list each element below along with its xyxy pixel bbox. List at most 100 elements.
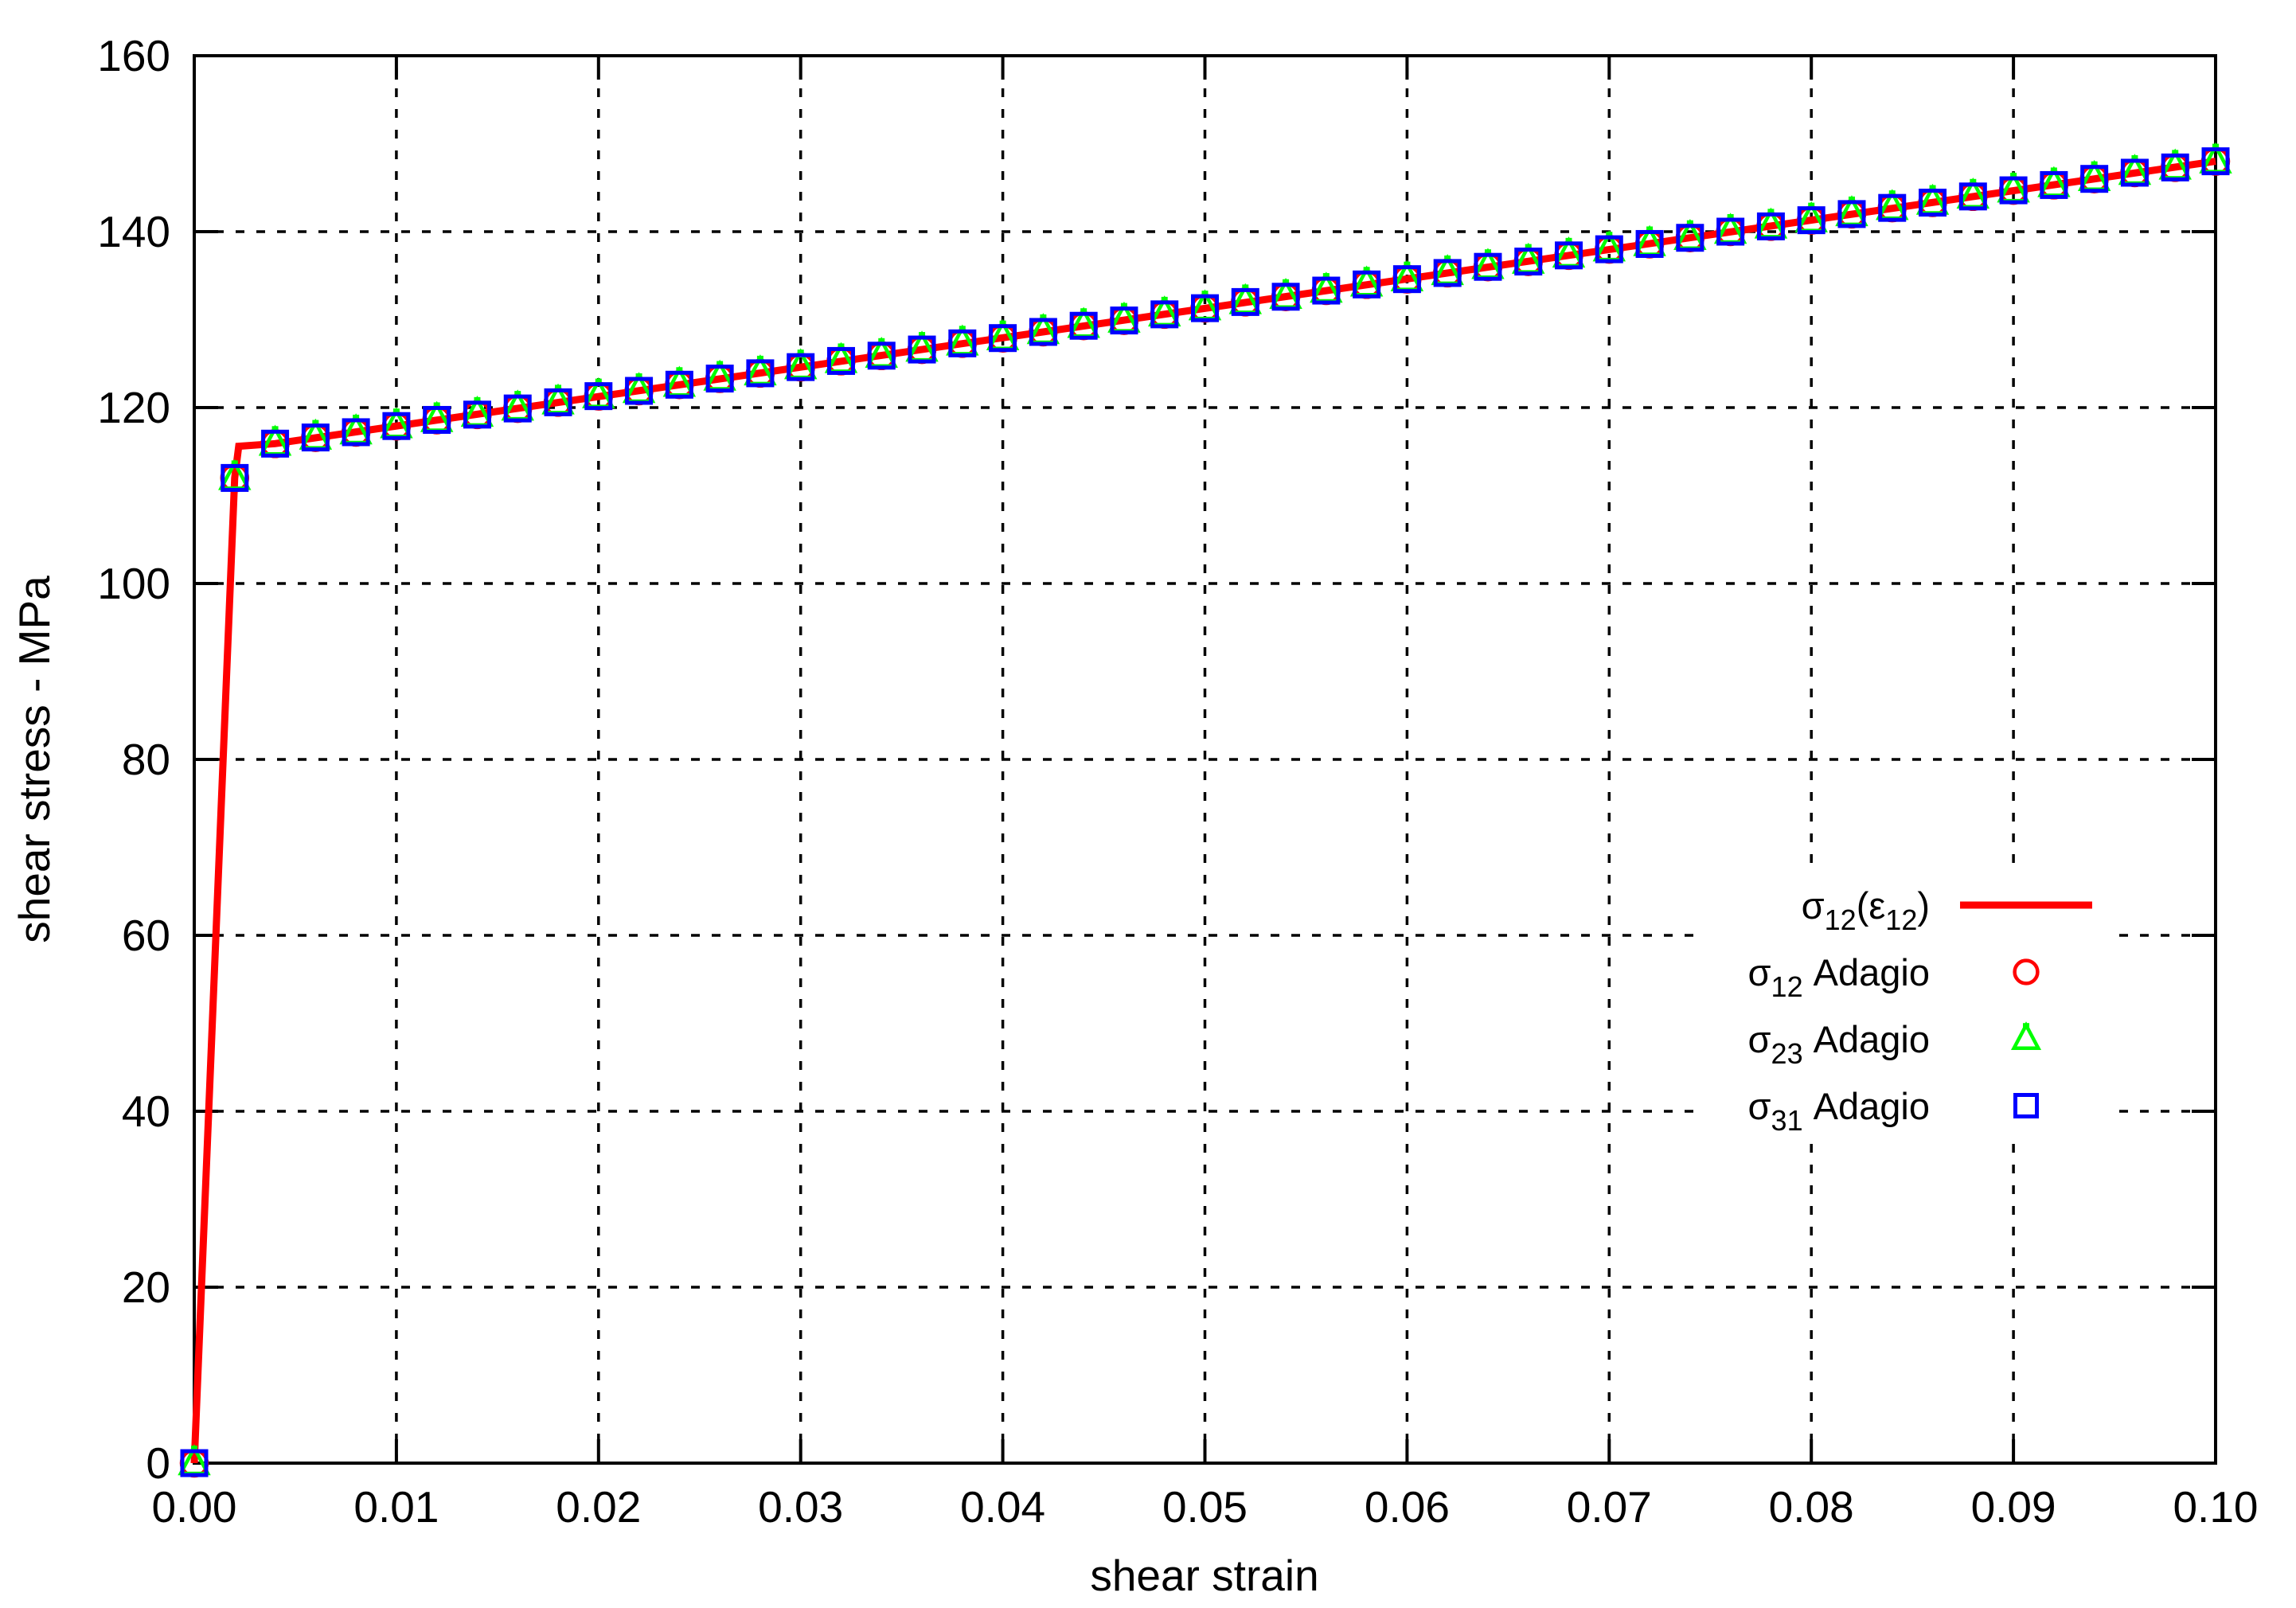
square-marker	[1312, 276, 1341, 305]
triangle-marker-apex	[1646, 226, 1654, 233]
triangle-marker-apex	[2172, 150, 2179, 157]
square-marker	[1474, 252, 1502, 281]
legend-label: σ31 Adagio	[1748, 1085, 1930, 1137]
y-tick-label: 120	[97, 383, 170, 432]
triangle-marker-apex	[959, 326, 966, 333]
square-marker	[665, 370, 693, 399]
square-marker	[1878, 193, 1907, 222]
triangle-marker-apex	[1322, 273, 1330, 280]
triangle-marker-apex	[1161, 296, 1168, 303]
triangle-marker-apex	[312, 420, 319, 427]
square-marker	[1514, 248, 1543, 276]
square-marker	[584, 382, 613, 411]
square-marker	[1191, 294, 1219, 322]
triangle-marker-apex	[1848, 196, 1855, 203]
series-sigma12-curve	[190, 158, 2216, 1464]
square-marker	[1029, 318, 1057, 346]
triangle-marker-apex	[595, 378, 602, 385]
square-marker	[342, 418, 370, 447]
square-marker	[221, 463, 249, 492]
square-marker	[1919, 189, 1947, 217]
x-axis-title: shear strain	[1090, 1551, 1318, 1600]
y-tick-label: 80	[122, 735, 170, 784]
square-marker	[1837, 200, 1866, 228]
y-tick-label: 60	[122, 911, 170, 960]
legend-row-sigma31-adagio: σ31 Adagio	[1748, 1085, 2039, 1137]
triangle-marker-apex	[514, 391, 521, 398]
square-marker	[261, 429, 290, 458]
y-tick-label: 140	[97, 207, 170, 256]
legend-row-sigma23-adagio: σ23 Adagio	[1748, 1018, 2042, 1070]
series	[178, 142, 2232, 1478]
triangle-marker-apex	[1444, 255, 1451, 262]
square-marker	[1555, 241, 1583, 270]
square-marker	[1756, 212, 1785, 240]
legend-background	[1705, 864, 2108, 1140]
triangle-marker-apex	[2131, 154, 2138, 162]
square-marker	[705, 365, 734, 393]
square-marker	[1392, 265, 1421, 294]
square-marker	[826, 346, 855, 375]
x-tick-label: 0.09	[1971, 1482, 2056, 1532]
triangle-marker-apex	[1888, 190, 1896, 197]
triangle-marker-apex	[1606, 232, 1613, 239]
curve-line	[190, 158, 2216, 1464]
legend-label: σ12(ε12)	[1802, 884, 1930, 936]
y-tick-label: 0	[146, 1438, 170, 1488]
triangle-marker-apex	[1525, 244, 1532, 251]
square-marker	[1635, 229, 1664, 258]
square-marker	[1150, 300, 1179, 329]
square-marker	[787, 353, 815, 381]
triangle-marker-apex	[1080, 308, 1087, 315]
square-marker	[2080, 165, 2109, 193]
legend-label: σ12 Adagio	[1748, 951, 1930, 1003]
square-marker	[180, 1449, 209, 1477]
x-tick-label: 0.06	[1365, 1482, 1450, 1532]
square-marker	[1797, 206, 1825, 235]
triangle-marker-apex	[1363, 267, 1370, 274]
triangle-marker-apex	[474, 396, 481, 404]
triangle-marker	[2010, 1021, 2042, 1050]
triangle-marker-apex	[2091, 161, 2098, 168]
triangle-marker-apex	[1120, 302, 1127, 310]
square-marker	[423, 405, 451, 434]
y-tick-label: 40	[122, 1087, 170, 1136]
square-marker	[2161, 153, 2189, 181]
square-marker	[1595, 235, 1623, 263]
x-tick-label: 0.00	[151, 1482, 236, 1532]
triangle-marker-apex	[676, 367, 683, 374]
triangle-marker-apex	[797, 349, 804, 357]
square-marker	[1676, 224, 1704, 252]
legend-label: σ23 Adagio	[1748, 1018, 1930, 1070]
triangle-marker-apex	[1727, 214, 1734, 221]
square-marker	[746, 359, 775, 388]
square-marker	[1110, 306, 1138, 335]
legend: σ12(ε12) σ12 Adagio σ23 Adagio σ31 Adagio	[1705, 864, 2108, 1140]
triangle-marker-apex	[271, 426, 279, 433]
x-tick-label: 0.07	[1567, 1482, 1652, 1532]
triangle-marker-apex	[756, 355, 763, 362]
square-marker	[625, 377, 654, 405]
square-marker	[2013, 1093, 2039, 1118]
square-marker	[867, 342, 896, 370]
triangle-marker-apex	[1283, 279, 1290, 286]
x-tick-label: 0.08	[1769, 1482, 1854, 1532]
triangle-marker-apex	[1808, 202, 1815, 209]
triangle-marker-apex	[1565, 237, 1572, 244]
triangle-marker-apex	[1404, 261, 1411, 268]
square-marker	[301, 423, 330, 452]
triangle-marker-apex	[392, 408, 400, 416]
triangle-marker-apex	[999, 320, 1006, 327]
triangle-marker-apex	[2010, 173, 2017, 180]
triangle-marker-apex	[2212, 143, 2219, 150]
triangle-marker-apex	[555, 384, 562, 392]
triangle-marker-apex	[1201, 291, 1209, 298]
grid	[194, 56, 2216, 1463]
x-tick-label: 0.01	[353, 1482, 439, 1532]
square-marker	[463, 400, 491, 429]
triangle-marker-apex	[1929, 185, 1936, 192]
triangle-marker-apex	[2023, 1023, 2029, 1030]
x-tick-label: 0.03	[758, 1482, 843, 1532]
y-tick-label: 100	[97, 559, 170, 608]
square-marker	[1999, 176, 2028, 205]
